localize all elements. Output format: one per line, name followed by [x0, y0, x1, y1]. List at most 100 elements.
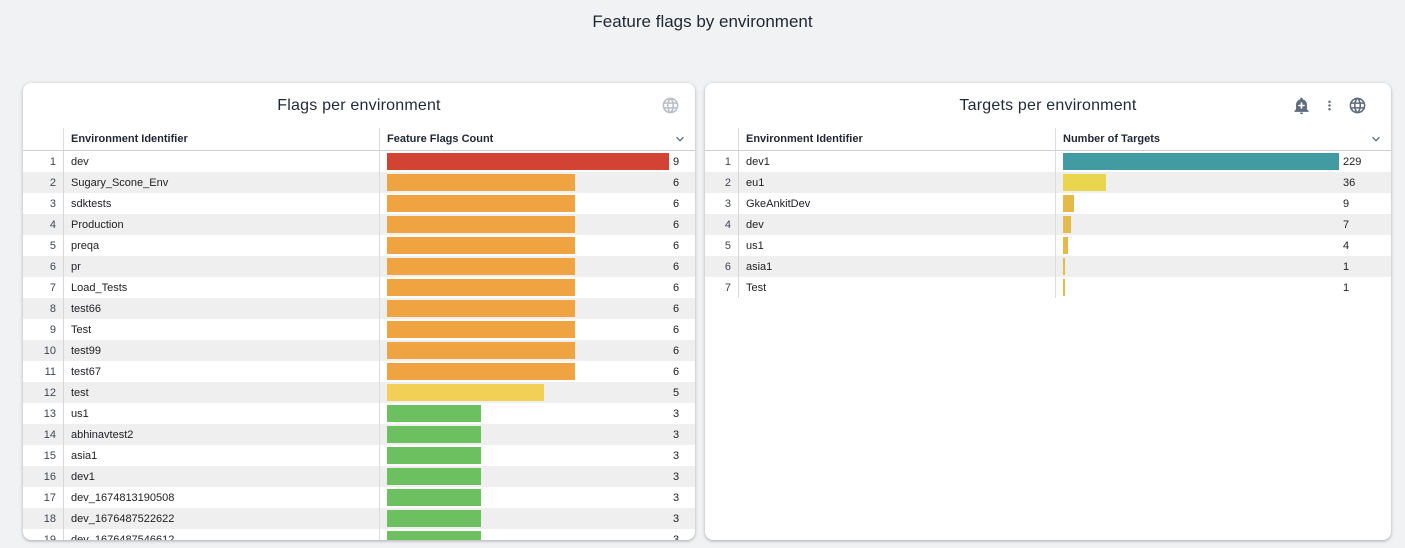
- table-row[interactable]: 8 test66 6: [23, 298, 695, 319]
- table-row[interactable]: 2 Sugary_Scone_Env 6: [23, 172, 695, 193]
- bar-cell[interactable]: 6: [379, 172, 695, 193]
- add-alert-icon[interactable]: [1292, 96, 1311, 115]
- table-row[interactable]: 9 Test 6: [23, 319, 695, 340]
- table-row[interactable]: 19 dev_1676487546612 3: [23, 529, 695, 540]
- bar-cell[interactable]: 6: [379, 214, 695, 235]
- environment-identifier-cell[interactable]: Test: [738, 277, 1055, 298]
- table-row[interactable]: 4 dev 7: [705, 214, 1391, 235]
- environment-identifier-cell[interactable]: asia1: [738, 256, 1055, 277]
- environment-identifier-cell[interactable]: dev_1676487522622: [63, 508, 379, 529]
- environment-identifier-cell[interactable]: dev1: [738, 151, 1055, 172]
- column-header-environment-identifier[interactable]: Environment Identifier: [738, 128, 1055, 150]
- environment-identifier-cell[interactable]: dev_1674813190508: [63, 487, 379, 508]
- environment-identifier-cell[interactable]: eu1: [738, 172, 1055, 193]
- bar-cell[interactable]: 3: [379, 403, 695, 424]
- environment-identifier-cell[interactable]: test66: [63, 298, 379, 319]
- bar-cell[interactable]: 6: [379, 319, 695, 340]
- environment-identifier-cell[interactable]: test: [63, 382, 379, 403]
- environment-identifier-cell[interactable]: dev1: [63, 466, 379, 487]
- environment-identifier-cell[interactable]: sdktests: [63, 193, 379, 214]
- table-row[interactable]: 1 dev 9: [23, 151, 695, 172]
- table-row[interactable]: 10 test99 6: [23, 340, 695, 361]
- value-bar[interactable]: [1063, 153, 1339, 170]
- column-header-number-of-targets[interactable]: Number of Targets: [1063, 133, 1160, 145]
- environment-identifier-cell[interactable]: preqa: [63, 235, 379, 256]
- value-bar[interactable]: [1063, 195, 1074, 212]
- bar-cell[interactable]: 5: [379, 382, 695, 403]
- value-bar[interactable]: [1063, 174, 1107, 191]
- table-row[interactable]: 6 pr 6: [23, 256, 695, 277]
- value-bar[interactable]: [1063, 216, 1072, 233]
- value-bar[interactable]: [387, 216, 575, 233]
- table-row[interactable]: 14 abhinavtest2 3: [23, 424, 695, 445]
- bar-cell[interactable]: 6: [379, 235, 695, 256]
- value-bar[interactable]: [387, 489, 481, 506]
- value-bar[interactable]: [387, 510, 481, 527]
- globe-icon[interactable]: [1348, 96, 1367, 115]
- value-bar[interactable]: [387, 384, 544, 401]
- environment-identifier-cell[interactable]: us1: [63, 403, 379, 424]
- table-row[interactable]: 2 eu1 36: [705, 172, 1391, 193]
- bar-cell[interactable]: 7: [1055, 214, 1391, 235]
- value-bar[interactable]: [387, 195, 575, 212]
- environment-identifier-cell[interactable]: dev: [738, 214, 1055, 235]
- table-row[interactable]: 12 test 5: [23, 382, 695, 403]
- environment-identifier-cell[interactable]: dev: [63, 151, 379, 172]
- bar-cell[interactable]: 229: [1055, 151, 1391, 172]
- table-row[interactable]: 11 test67 6: [23, 361, 695, 382]
- table-row[interactable]: 7 Test 1: [705, 277, 1391, 298]
- bar-cell[interactable]: 3: [379, 424, 695, 445]
- globe-icon[interactable]: [661, 96, 680, 115]
- bar-cell[interactable]: 3: [379, 508, 695, 529]
- value-bar[interactable]: [387, 531, 481, 540]
- environment-identifier-cell[interactable]: us1: [738, 235, 1055, 256]
- value-bar[interactable]: [1063, 237, 1068, 254]
- bar-cell[interactable]: 6: [379, 193, 695, 214]
- value-bar[interactable]: [387, 237, 575, 254]
- row-number-column-header[interactable]: [23, 128, 63, 150]
- row-number-column-header[interactable]: [705, 128, 738, 150]
- environment-identifier-cell[interactable]: pr: [63, 256, 379, 277]
- bar-cell[interactable]: 6: [379, 298, 695, 319]
- value-bar[interactable]: [387, 300, 575, 317]
- table-row[interactable]: 3 GkeAnkitDev 9: [705, 193, 1391, 214]
- bar-cell[interactable]: 9: [1055, 193, 1391, 214]
- bar-cell[interactable]: 9: [379, 151, 695, 172]
- environment-identifier-cell[interactable]: abhinavtest2: [63, 424, 379, 445]
- bar-cell[interactable]: 3: [379, 466, 695, 487]
- environment-identifier-cell[interactable]: GkeAnkitDev: [738, 193, 1055, 214]
- environment-identifier-cell[interactable]: Sugary_Scone_Env: [63, 172, 379, 193]
- value-bar[interactable]: [1063, 279, 1065, 296]
- value-bar[interactable]: [387, 426, 481, 443]
- bar-cell[interactable]: 3: [379, 487, 695, 508]
- bar-cell[interactable]: 1: [1055, 277, 1391, 298]
- table-row[interactable]: 17 dev_1674813190508 3: [23, 487, 695, 508]
- bar-cell[interactable]: 3: [379, 445, 695, 466]
- table-row[interactable]: 16 dev1 3: [23, 466, 695, 487]
- table-row[interactable]: 15 asia1 3: [23, 445, 695, 466]
- table-row[interactable]: 18 dev_1676487522622 3: [23, 508, 695, 529]
- bar-cell[interactable]: 6: [379, 340, 695, 361]
- table-row[interactable]: 1 dev1 229: [705, 151, 1391, 172]
- value-bar[interactable]: [1063, 258, 1065, 275]
- bar-cell[interactable]: 6: [379, 256, 695, 277]
- column-header-environment-identifier[interactable]: Environment Identifier: [63, 128, 379, 150]
- kebab-menu-icon[interactable]: [1322, 96, 1337, 115]
- environment-identifier-cell[interactable]: asia1: [63, 445, 379, 466]
- environment-identifier-cell[interactable]: test99: [63, 340, 379, 361]
- table-row[interactable]: 13 us1 3: [23, 403, 695, 424]
- chevron-down-icon[interactable]: [672, 131, 688, 147]
- environment-identifier-cell[interactable]: Test: [63, 319, 379, 340]
- environment-identifier-cell[interactable]: dev_1676487546612: [63, 529, 379, 540]
- value-bar[interactable]: [387, 468, 481, 485]
- bar-cell[interactable]: 3: [379, 529, 695, 540]
- bar-cell[interactable]: 1: [1055, 256, 1391, 277]
- value-bar[interactable]: [387, 258, 575, 275]
- value-bar[interactable]: [387, 174, 575, 191]
- value-bar[interactable]: [387, 363, 575, 380]
- chevron-down-icon[interactable]: [1368, 131, 1384, 147]
- value-bar[interactable]: [387, 153, 669, 170]
- bar-cell[interactable]: 6: [379, 277, 695, 298]
- value-bar[interactable]: [387, 447, 481, 464]
- value-bar[interactable]: [387, 405, 481, 422]
